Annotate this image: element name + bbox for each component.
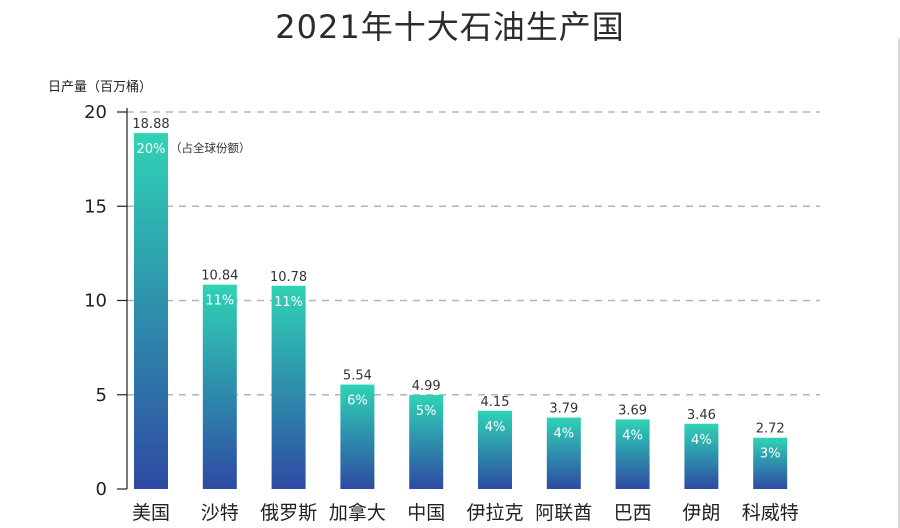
- bar-value-label: 4.99: [412, 379, 441, 394]
- y-tick-label: 10: [84, 291, 107, 312]
- bar-share-label: 6%: [347, 394, 368, 409]
- bar: [753, 437, 788, 489]
- bar: [409, 394, 444, 489]
- category-label: 美国: [132, 502, 170, 524]
- bar-value-label: 10.78: [270, 270, 307, 285]
- bar: [271, 285, 306, 489]
- bar: [684, 423, 719, 489]
- frame-border: [898, 38, 900, 528]
- bar-share-label: 11%: [205, 294, 234, 309]
- bar-value-label: 3.79: [549, 402, 578, 417]
- bar-share-label: 11%: [274, 295, 303, 310]
- bar-share-label: 3%: [760, 447, 781, 462]
- bar: [202, 284, 237, 489]
- bar: [478, 410, 512, 489]
- bar-value-label: 10.84: [201, 269, 238, 284]
- category-label: 科威特: [742, 502, 799, 524]
- bar: [546, 417, 581, 489]
- chart-title: 2021年十大石油生产国: [275, 8, 625, 46]
- category-label: 伊朗: [682, 502, 720, 524]
- bar-share-label: 4%: [553, 427, 574, 442]
- share-note: （占全球份额）: [170, 141, 251, 155]
- category-label: 巴西: [614, 502, 652, 524]
- bar-value-label: 4.15: [481, 395, 510, 410]
- y-tick-label: 15: [84, 196, 107, 217]
- bar: [615, 419, 650, 489]
- category-label: 加拿大: [329, 501, 386, 524]
- category-label: 沙特: [201, 502, 239, 524]
- bar: [340, 384, 375, 489]
- category-label: 伊拉克: [466, 502, 523, 524]
- bar-value-label: 18.88: [132, 117, 169, 132]
- bar-share-label: 4%: [691, 433, 712, 448]
- y-tick-label: 20: [84, 102, 107, 123]
- category-label: 阿联酋: [535, 502, 592, 524]
- category-label: 中国: [407, 502, 445, 524]
- bar-share-label: 5%: [416, 404, 437, 419]
- category-label: 俄罗斯: [260, 502, 317, 524]
- bar-value-label: 5.54: [343, 369, 372, 384]
- bar-value-label: 2.72: [756, 422, 785, 437]
- bar-share-label: 4%: [485, 420, 506, 435]
- bar-value-label: 3.69: [618, 403, 647, 418]
- bar-value-label: 3.46: [687, 408, 716, 423]
- bar-share-label: 4%: [622, 428, 643, 443]
- y-tick-label: 5: [96, 385, 107, 406]
- y-tick-label: 0: [96, 479, 107, 500]
- bar-share-label: 20%: [137, 142, 166, 157]
- y-axis-label: 日产量（百万桶）: [48, 80, 152, 95]
- bar: [134, 133, 168, 489]
